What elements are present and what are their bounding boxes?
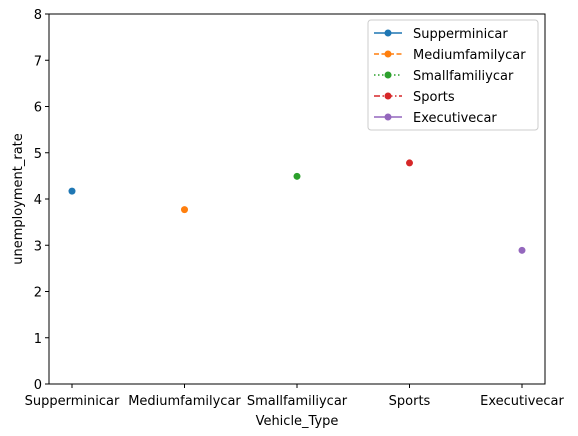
y-tick-label: 8	[34, 8, 42, 23]
x-tick-label: Executivecar	[480, 394, 564, 409]
legend-label: Supperminicar	[413, 27, 508, 42]
y-tick-label: 5	[34, 147, 42, 162]
y-tick-label: 1	[34, 332, 42, 347]
y-tick-label: 6	[34, 101, 42, 116]
y-tick-label: 2	[34, 286, 42, 301]
legend-marker	[384, 50, 392, 58]
legend-label: Mediumfamilycar	[413, 48, 526, 63]
data-point	[181, 206, 188, 214]
legend-label: Executivecar	[413, 111, 497, 126]
x-tick-label: Mediumfamilycar	[128, 394, 241, 409]
y-tick-label: 3	[34, 239, 42, 254]
x-tick-label: Sports	[389, 394, 431, 409]
y-axis-label: unemployment_rate	[11, 133, 26, 265]
data-point	[518, 246, 526, 254]
legend-label: Smallfamiliycar	[413, 69, 514, 84]
y-tick-label: 4	[34, 193, 42, 208]
x-tick-label: Supperminicar	[25, 394, 120, 409]
legend-marker	[384, 71, 392, 79]
legend-label: Sports	[413, 90, 455, 105]
legend-marker	[384, 29, 392, 37]
y-axis: 0 1 2 3 4 5 6 7 8	[34, 8, 49, 393]
y-tick-label: 0	[34, 378, 42, 393]
data-point	[68, 187, 76, 195]
x-axis-label: Vehicle_Type	[256, 414, 339, 429]
data-point	[293, 172, 301, 180]
data-point	[406, 159, 413, 167]
legend-marker	[384, 92, 392, 100]
legend-frame	[367, 19, 539, 131]
x-tick-label: Smallfamiliycar	[247, 394, 348, 409]
legend-marker	[384, 113, 392, 121]
x-axis: Supperminicar Mediumfamilycar Smallfamiliy…	[25, 384, 565, 409]
data-points	[68, 159, 526, 254]
legend: Supperminicar Mediumfamilycar Smallfamiliy…	[367, 19, 539, 131]
y-tick-label: 7	[34, 54, 42, 69]
